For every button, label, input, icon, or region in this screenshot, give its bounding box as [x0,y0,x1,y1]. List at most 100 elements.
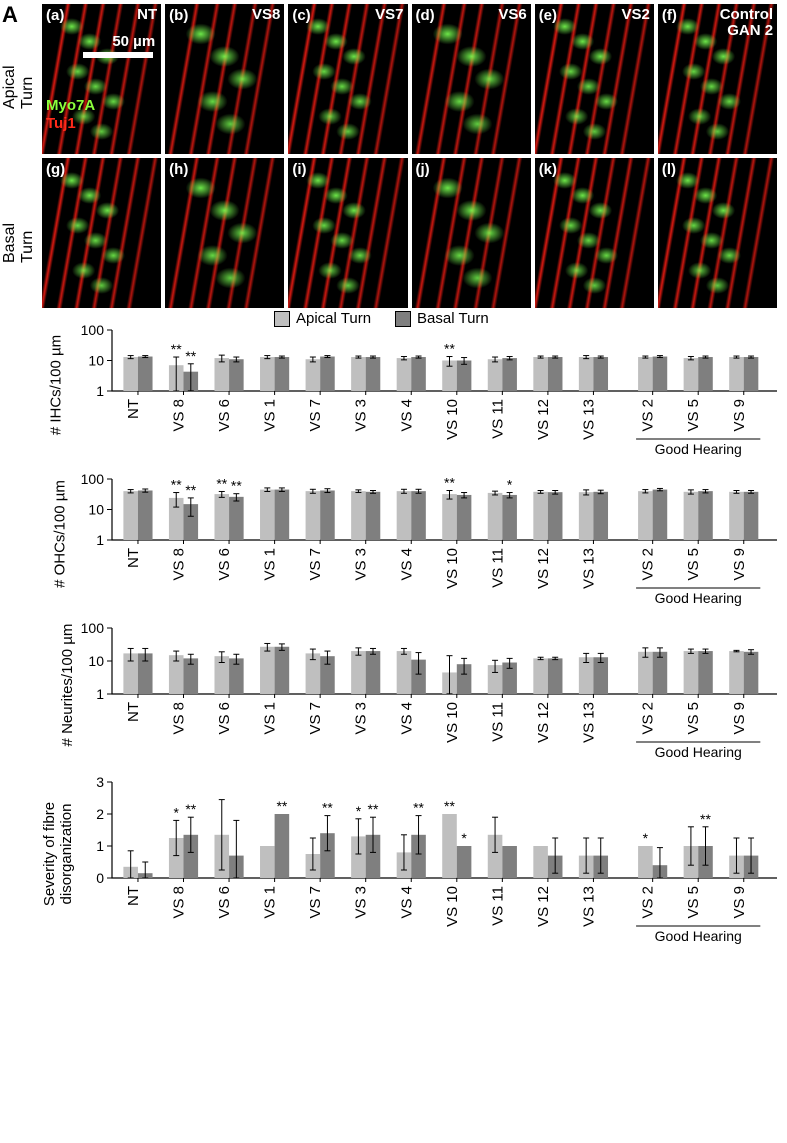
section-label-a: A [2,2,18,28]
svg-text:VS 8: VS 8 [171,548,188,581]
svg-text:10: 10 [88,353,104,369]
svg-text:1: 1 [96,686,104,702]
svg-text:VS 7: VS 7 [307,399,324,432]
svg-text:3: 3 [96,774,104,790]
svg-text:100: 100 [81,322,105,338]
svg-text:VS 8: VS 8 [171,886,188,919]
svg-text:VS 11: VS 11 [489,548,506,588]
svg-text:VS 6: VS 6 [216,886,233,919]
svg-text:VS 12: VS 12 [535,702,552,743]
svg-text:VS 13: VS 13 [580,548,597,589]
svg-text:0: 0 [96,870,104,886]
svg-text:**: ** [185,482,196,498]
svg-text:VS 6: VS 6 [216,548,233,581]
svg-text:VS 7: VS 7 [307,886,324,919]
svg-text:**: ** [171,341,182,357]
svg-text:VS 13: VS 13 [580,702,597,743]
svg-text:1: 1 [96,532,104,548]
svg-text:Good Hearing: Good Hearing [655,590,742,606]
svg-text:**: ** [171,477,182,493]
svg-text:NT: NT [125,702,142,722]
micrograph-basal: (l) [658,158,777,308]
svg-text:VS 5: VS 5 [685,702,702,735]
svg-text:VS 3: VS 3 [353,702,370,735]
svg-text:Good Hearing: Good Hearing [655,744,742,760]
svg-text:*: * [507,477,513,493]
svg-text:VS 4: VS 4 [398,548,415,581]
svg-text:VS 9: VS 9 [731,702,748,735]
svg-text:1: 1 [96,838,104,854]
svg-text:VS 4: VS 4 [398,886,415,919]
svg-text:VS 9: VS 9 [731,399,748,432]
svg-text:*: * [356,803,362,819]
micrograph-basal: (h) [165,158,284,308]
svg-text:**: ** [276,798,287,814]
y-axis-label: # Neurites/100 µm [59,624,76,747]
bar-chart-svg: 110100NTVS 8VS 6VS 1VS 7VS 3VS 4VS 10VS … [64,610,779,760]
svg-text:**: ** [413,800,424,816]
y-axis-label: Severity of fibre disorganization [41,802,75,906]
panel-a: A Apical Turn Basal Turn (a)NTMyo7ATuj15… [4,4,783,308]
svg-text:VS 13: VS 13 [580,399,597,440]
svg-text:VS 10: VS 10 [444,548,461,589]
svg-text:VS 6: VS 6 [216,399,233,432]
image-grid: (a)NTMyo7ATuj150 µm(b)VS8(c)VS7(d)VS6(e)… [42,4,777,308]
svg-text:VS 10: VS 10 [444,702,461,743]
svg-text:VS 2: VS 2 [640,702,657,735]
svg-text:VS 12: VS 12 [535,548,552,589]
svg-text:VS 7: VS 7 [307,548,324,581]
svg-text:VS 2: VS 2 [640,886,657,919]
svg-text:**: ** [322,800,333,816]
svg-text:VS 9: VS 9 [731,886,748,919]
micrograph-apical: (a)NTMyo7ATuj150 µm [42,4,161,154]
micrograph-basal: (i) [288,158,407,308]
svg-text:100: 100 [81,471,105,487]
row-label-basal: Basal Turn [1,233,37,263]
svg-text:10: 10 [88,502,104,518]
svg-text:VS 11: VS 11 [489,399,506,439]
svg-text:Good Hearing: Good Hearing [655,928,742,944]
svg-text:**: ** [444,341,455,357]
bar-chart-svg: 110100******NTVS 8VS 6VS 1VS 7VS 3VS 4VS… [64,312,779,457]
svg-text:VS 2: VS 2 [640,399,657,432]
chart-c: C# OHCs/100 µm110100***********NTVS 8VS … [4,461,783,606]
svg-text:VS 2: VS 2 [640,548,657,581]
svg-text:Good Hearing: Good Hearing [655,441,742,457]
micrograph-basal: (j) [412,158,531,308]
svg-text:VS 12: VS 12 [535,886,552,927]
svg-text:VS 4: VS 4 [398,399,415,432]
y-axis-label: # IHCs/100 µm [48,334,65,434]
svg-text:*: * [643,830,649,846]
svg-text:VS 12: VS 12 [535,399,552,440]
svg-text:VS 3: VS 3 [353,548,370,581]
chart-b: B# IHCs/100 µmApical TurnBasal Turn11010… [4,312,783,457]
micrograph-apical: (c)VS7 [288,4,407,154]
svg-text:10: 10 [88,653,104,669]
svg-text:VS 11: VS 11 [489,886,506,926]
y-axis-label: # OHCs/100 µm [51,480,68,588]
svg-text:**: ** [185,801,196,817]
micrograph-apical: (d)VS6 [412,4,531,154]
svg-text:VS 1: VS 1 [262,886,279,919]
charts-container: B# IHCs/100 µmApical TurnBasal Turn11010… [4,312,783,944]
svg-text:VS 13: VS 13 [580,886,597,927]
svg-text:NT: NT [125,399,142,419]
svg-text:*: * [173,804,179,820]
svg-text:VS 11: VS 11 [489,702,506,742]
svg-text:100: 100 [81,620,105,636]
svg-text:VS 3: VS 3 [353,886,370,919]
svg-text:**: ** [231,478,242,494]
micrograph-basal: (g) [42,158,161,308]
svg-text:VS 4: VS 4 [398,702,415,735]
row-label-apical: Apical Turn [1,79,37,109]
svg-text:VS 9: VS 9 [731,548,748,581]
chart-d: D# Neurites/100 µm110100NTVS 8VS 6VS 1VS… [4,610,783,760]
chart-e: ESeverity of fibre disorganization0123**… [4,764,783,944]
svg-text:**: ** [700,811,711,827]
svg-text:VS 3: VS 3 [353,399,370,432]
svg-text:**: ** [216,475,227,491]
bar-chart-svg: 110100***********NTVS 8VS 6VS 1VS 7VS 3V… [64,461,779,606]
svg-text:**: ** [444,798,455,814]
svg-text:VS 6: VS 6 [216,702,233,735]
bar-chart-svg: 0123******************NTVS 8VS 6VS 1VS 7… [64,764,779,944]
